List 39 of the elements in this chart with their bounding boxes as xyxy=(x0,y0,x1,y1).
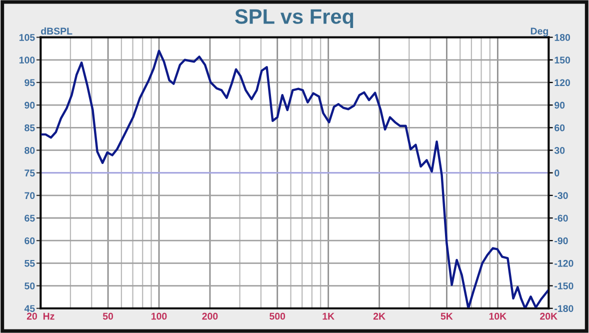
y-tick-label: 75 xyxy=(24,170,35,176)
y2-tick-label: -60 xyxy=(554,214,568,222)
y2-tick-label: 0 xyxy=(554,170,560,176)
y2-tick-label: -180 xyxy=(554,305,574,312)
y-tick-label: 60 xyxy=(24,237,35,244)
x-tick-label: 2K xyxy=(373,312,386,320)
y-tick-label: 55 xyxy=(24,260,35,267)
x-tick-label: 5K xyxy=(440,312,453,320)
y-tick-label: 45 xyxy=(24,305,35,312)
y-tick-label: 85 xyxy=(24,124,35,132)
y2-tick-label: -150 xyxy=(554,282,574,290)
y-axis-title: dBSPL xyxy=(41,27,72,35)
y2-tick-label: -90 xyxy=(554,237,568,244)
y-tick-label: 65 xyxy=(24,214,35,222)
y-tick-label: 95 xyxy=(24,79,35,86)
y-tick-label: 105 xyxy=(19,34,35,41)
x-tick-label: 20 Hz xyxy=(26,312,54,320)
x-tick-label: 10K xyxy=(489,312,507,320)
y2-tick-label: 120 xyxy=(554,79,570,86)
x-tick-label: 1K xyxy=(322,312,334,320)
y-tick-label: 70 xyxy=(24,192,35,200)
x-tick-label: 50 xyxy=(102,312,114,320)
y2-axis-title: Deg xyxy=(530,28,548,36)
y2-tick-label: 90 xyxy=(554,102,565,109)
y2-tick-label: -30 xyxy=(554,192,568,200)
x-tick-label: 100 xyxy=(152,312,167,320)
y-tick-label: 50 xyxy=(24,282,35,290)
y2-tick-label: 30 xyxy=(554,146,565,154)
chart-title: SPL vs Freq xyxy=(235,9,354,28)
x-tick-label: 500 xyxy=(270,312,286,320)
y2-tick-label: 150 xyxy=(554,56,570,64)
y-tick-label: 90 xyxy=(24,102,35,109)
y2-tick-label: 60 xyxy=(554,124,565,132)
x-tick-label: 200 xyxy=(202,312,218,320)
y2-tick-label: 180 xyxy=(554,34,570,41)
y2-tick-label: -120 xyxy=(554,260,574,267)
y-tick-label: 100 xyxy=(19,56,35,64)
y-tick-label: 80 xyxy=(24,146,35,154)
x-tick-label: 20K xyxy=(540,312,558,320)
